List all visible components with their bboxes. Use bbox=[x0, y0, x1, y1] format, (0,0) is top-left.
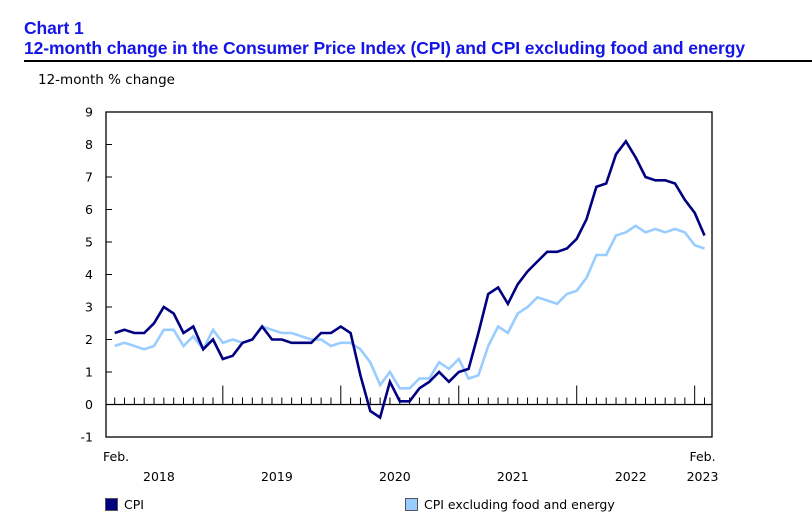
x-year-label: 2018 bbox=[143, 469, 175, 484]
x-axis-labels: Feb. Feb. 2018 2019 2020 2021 2022 2023 bbox=[103, 449, 718, 484]
x-year-label: 2019 bbox=[261, 469, 293, 484]
y-tick-label: 5 bbox=[85, 235, 93, 250]
x-end-label: Feb. bbox=[689, 449, 715, 464]
legend-item-cpi: CPI bbox=[105, 497, 144, 512]
y-tick-label: 1 bbox=[85, 365, 93, 380]
legend-label-cpi: CPI bbox=[124, 497, 144, 512]
x-year-label: 2020 bbox=[379, 469, 411, 484]
y-tick-label: 0 bbox=[85, 397, 93, 412]
y-tick-label: 6 bbox=[85, 202, 93, 217]
x-start-label: Feb. bbox=[103, 449, 129, 464]
y-tick-label: 2 bbox=[85, 332, 93, 347]
legend-label-core: CPI excluding food and energy bbox=[424, 497, 615, 512]
x-year-label: 2022 bbox=[615, 469, 647, 484]
series-line-cpi-excluding-food-and-energy bbox=[114, 224, 705, 390]
legend-swatch-cpi bbox=[105, 498, 118, 511]
chart-title: 12-month change in the Consumer Price In… bbox=[24, 38, 745, 58]
y-tick-label: 7 bbox=[85, 170, 93, 185]
x-axis-ticks bbox=[114, 385, 705, 405]
y-tick-label: 3 bbox=[85, 300, 93, 315]
y-tick-label: -1 bbox=[81, 430, 93, 445]
x-year-label: 2023 bbox=[687, 469, 719, 484]
legend-item-core: CPI excluding food and energy bbox=[405, 497, 615, 512]
legend-swatch-core bbox=[405, 498, 418, 511]
series-line-cpi bbox=[114, 138, 706, 420]
y-tick-label: 4 bbox=[85, 267, 93, 282]
y-axis-label: 12-month % change bbox=[38, 72, 175, 88]
y-tick-label: 9 bbox=[85, 105, 93, 120]
chart-number: Chart 1 bbox=[24, 18, 84, 38]
y-axis-ticks: -1 0 1 2 3 4 5 6 7 8 9 bbox=[81, 105, 112, 445]
title-divider bbox=[24, 60, 812, 62]
x-year-label: 2021 bbox=[497, 469, 529, 484]
chart-title-block: Chart 1 12-month change in the Consumer … bbox=[24, 18, 745, 58]
y-tick-label: 8 bbox=[85, 137, 93, 152]
series-lines bbox=[114, 138, 706, 420]
